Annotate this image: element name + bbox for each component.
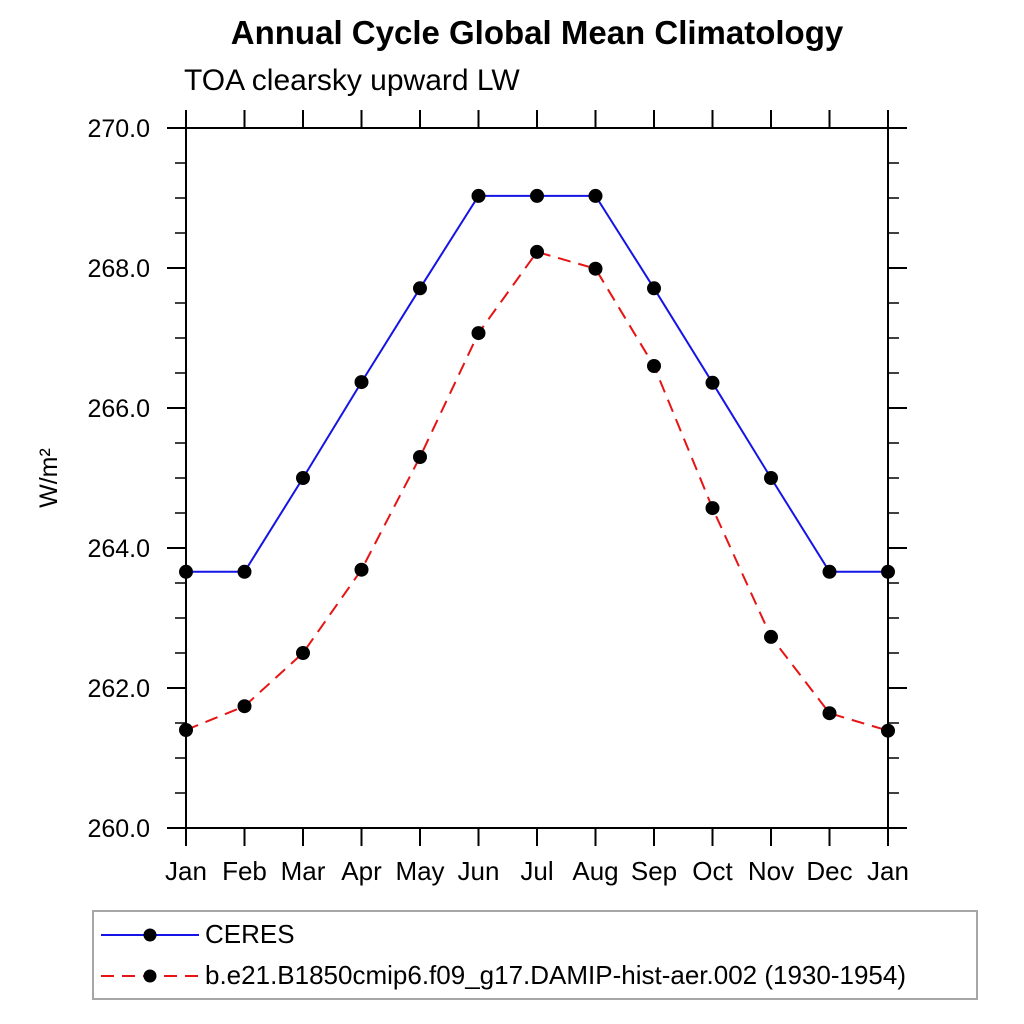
data-point bbox=[822, 564, 837, 579]
svg-text:Feb: Feb bbox=[222, 856, 267, 886]
data-point bbox=[822, 706, 837, 721]
data-point bbox=[471, 326, 486, 341]
data-point bbox=[296, 471, 310, 485]
chart-subtitle: TOA clearsky upward LW bbox=[184, 64, 520, 97]
ceres-marker-icon bbox=[143, 928, 157, 941]
data-point bbox=[237, 699, 252, 714]
legend-item-model: b.e21.B1850cmip6.f09_g17.DAMIP-hist-aer.… bbox=[94, 955, 976, 996]
data-point bbox=[413, 450, 427, 464]
data-point bbox=[354, 375, 369, 390]
svg-text:Apr: Apr bbox=[341, 856, 382, 886]
data-point bbox=[705, 375, 720, 390]
svg-text:262.0: 262.0 bbox=[87, 675, 150, 703]
data-point bbox=[530, 244, 544, 259]
data-point bbox=[705, 501, 720, 516]
data-point bbox=[179, 564, 193, 579]
x-axis-ticks bbox=[185, 110, 889, 846]
svg-text:Oct: Oct bbox=[692, 856, 733, 886]
data-point bbox=[881, 564, 895, 579]
svg-text:260.0: 260.0 bbox=[87, 815, 150, 843]
svg-text:Jan: Jan bbox=[867, 856, 909, 886]
data-point bbox=[764, 471, 778, 485]
data-point bbox=[471, 188, 486, 203]
svg-text:266.0: 266.0 bbox=[87, 395, 150, 423]
y-axis-ticks bbox=[167, 127, 907, 829]
svg-text:Dec: Dec bbox=[806, 856, 852, 886]
data-point bbox=[179, 723, 193, 737]
svg-text:Aug: Aug bbox=[572, 856, 618, 886]
data-point bbox=[354, 562, 369, 577]
legend-label-model: b.e21.B1850cmip6.f09_g17.DAMIP-hist-aer.… bbox=[205, 960, 906, 990]
data-point bbox=[237, 564, 252, 579]
data-point bbox=[881, 723, 895, 738]
chart-title: Annual Cycle Global Mean Climatology bbox=[230, 14, 844, 51]
series-ceres bbox=[179, 188, 895, 579]
data-point bbox=[530, 188, 544, 203]
series-model bbox=[179, 244, 895, 738]
svg-text:270.0: 270.0 bbox=[87, 115, 150, 143]
data-point bbox=[296, 646, 310, 660]
legend-item-ceres: CERES bbox=[94, 914, 976, 955]
model-marker-icon bbox=[143, 969, 157, 982]
svg-text:Sep: Sep bbox=[631, 856, 677, 886]
ceres-line-sample-icon bbox=[101, 928, 199, 941]
svg-text:Jun: Jun bbox=[458, 856, 500, 886]
svg-text:264.0: 264.0 bbox=[87, 535, 150, 563]
model-line-sample-icon bbox=[101, 969, 199, 982]
data-point bbox=[588, 261, 603, 276]
svg-text:Nov: Nov bbox=[748, 856, 794, 886]
data-point bbox=[588, 188, 603, 203]
data-point bbox=[647, 281, 661, 296]
data-point bbox=[647, 359, 661, 373]
svg-text:268.0: 268.0 bbox=[87, 255, 150, 283]
data-point bbox=[764, 629, 778, 644]
svg-text:Jan: Jan bbox=[165, 856, 207, 886]
axes bbox=[185, 127, 889, 829]
svg-text:May: May bbox=[395, 856, 444, 886]
svg-text:Mar: Mar bbox=[281, 856, 326, 886]
data-point bbox=[413, 281, 427, 296]
svg-text:Jul: Jul bbox=[520, 856, 553, 886]
legend-label-ceres: CERES bbox=[205, 919, 295, 949]
legend: CERES b.e21.B1850cmip6.f09_g17.DAMIP-his… bbox=[92, 910, 978, 1000]
x-axis-tick-labels: Jan Feb Mar Apr May Jun Jul Aug Sep Oct Nov Dec Jan bbox=[165, 856, 909, 886]
y-axis-tick-labels: 260.0 262.0 264.0 266.0 268.0 270.0 bbox=[87, 115, 150, 843]
